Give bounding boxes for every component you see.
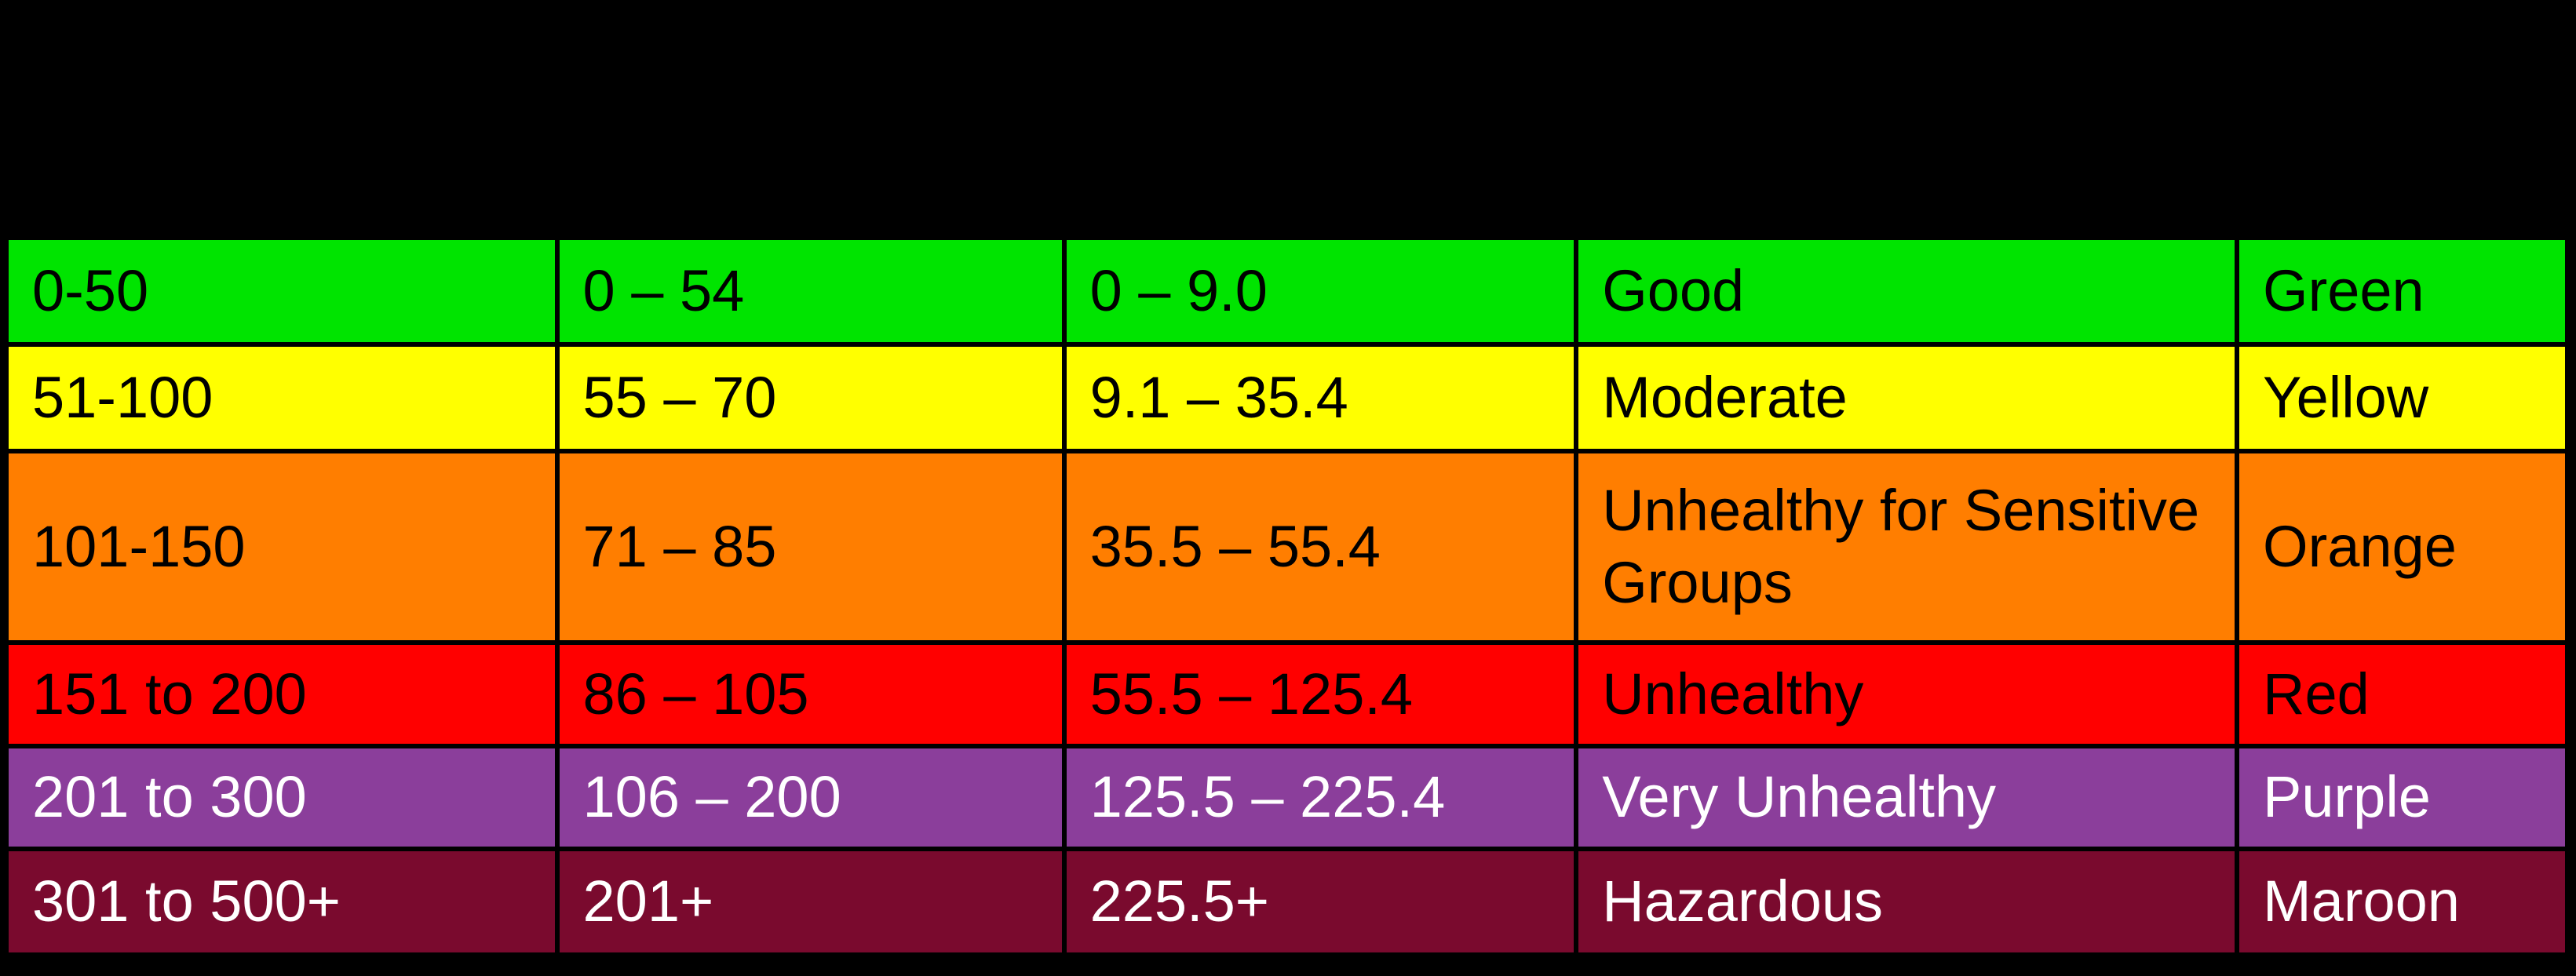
category-cell: Good <box>1574 235 2240 347</box>
table-row: 101-150 71 – 85 35.5 – 55.4 Unhealthy for S… <box>4 449 2570 645</box>
category-cell: Very Unhealthy <box>1574 744 2240 851</box>
range-col3-cell: 125.5 – 225.4 <box>1061 744 1579 851</box>
aqi-table-wrap: 0-50 0 – 54 0 – 9.0 Good Green 51-100 55 – 70 9… <box>0 235 2576 957</box>
color-name-cell: Green <box>2235 235 2570 347</box>
aqi-range-cell: 151 to 200 <box>4 640 560 748</box>
color-name-cell: Red <box>2235 640 2570 748</box>
category-cell: Hazardous <box>1574 847 2240 957</box>
range-col2-cell: 0 – 54 <box>554 235 1067 347</box>
range-col2-cell: 55 – 70 <box>554 342 1067 453</box>
aqi-range-cell: 301 to 500+ <box>4 847 560 957</box>
category-cell: Moderate <box>1574 342 2240 453</box>
aqi-range-cell: 201 to 300 <box>4 744 560 851</box>
range-col3-cell: 225.5+ <box>1061 847 1579 957</box>
aqi-range-cell: 101-150 <box>4 449 560 645</box>
aqi-table: 0-50 0 – 54 0 – 9.0 Good Green 51-100 55 – 70 9… <box>4 235 2570 957</box>
category-cell: Unhealthy <box>1574 640 2240 748</box>
color-name-cell: Maroon <box>2235 847 2570 957</box>
category-cell: Unhealthy for Sensitive Groups <box>1574 449 2240 645</box>
range-col2-cell: 106 – 200 <box>554 744 1067 851</box>
table-row: 0-50 0 – 54 0 – 9.0 Good Green <box>4 235 2570 347</box>
range-col3-cell: 9.1 – 35.4 <box>1061 342 1579 453</box>
range-col3-cell: 55.5 – 125.4 <box>1061 640 1579 748</box>
aqi-range-cell: 0-50 <box>4 235 560 347</box>
range-col3-cell: 35.5 – 55.4 <box>1061 449 1579 645</box>
range-col2-cell: 86 – 105 <box>554 640 1067 748</box>
range-col2-cell: 71 – 85 <box>554 449 1067 645</box>
table-row: 301 to 500+ 201+ 225.5+ Hazardous Maroon <box>4 847 2570 957</box>
table-row: 51-100 55 – 70 9.1 – 35.4 Moderate Yellow <box>4 342 2570 453</box>
color-name-cell: Yellow <box>2235 342 2570 453</box>
range-col3-cell: 0 – 9.0 <box>1061 235 1579 347</box>
aqi-range-cell: 51-100 <box>4 342 560 453</box>
range-col2-cell: 201+ <box>554 847 1067 957</box>
table-row: 151 to 200 86 – 105 55.5 – 125.4 Unhealthy R… <box>4 640 2570 748</box>
color-name-cell: Orange <box>2235 449 2570 645</box>
table-row: 201 to 300 106 – 200 125.5 – 225.4 Very Unh… <box>4 744 2570 851</box>
header-band <box>0 0 2576 235</box>
color-name-cell: Purple <box>2235 744 2570 851</box>
